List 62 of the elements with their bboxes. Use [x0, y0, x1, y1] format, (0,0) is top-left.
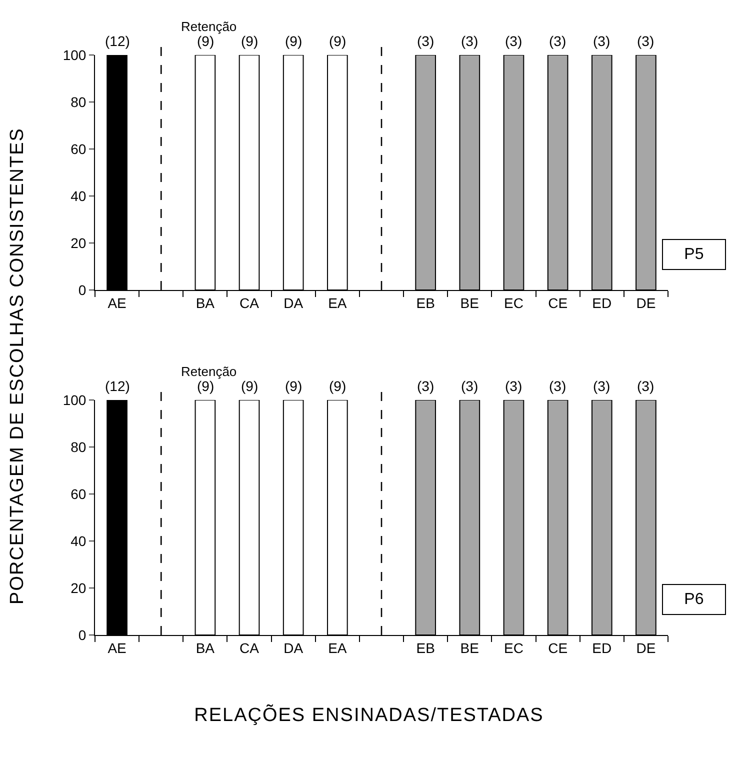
x-tick-label: DE [636, 640, 656, 656]
y-tick-label: 100 [62, 392, 86, 408]
annotation: (9) [197, 378, 214, 394]
annotation: (3) [549, 33, 566, 49]
x-tick-label: AE [108, 294, 126, 311]
text: P5 [684, 246, 704, 263]
y-tick-label: 40 [70, 188, 86, 204]
annotation: (3) [505, 378, 522, 394]
x-tick-label: CA [240, 294, 260, 311]
x-tick-label: EB [416, 294, 435, 311]
x-tick-label: CE [548, 640, 568, 656]
x-tick-label: ED [592, 294, 612, 311]
annotation: (3) [461, 33, 478, 49]
x-tick-label: AE [108, 640, 126, 656]
x-tick-label: CE [548, 294, 568, 311]
y-tick-label: 20 [70, 580, 86, 596]
annotation: (9) [241, 378, 258, 394]
annotation: (3) [417, 378, 434, 394]
x-tick-label: BE [460, 294, 479, 311]
x-tick-label: BE [460, 640, 479, 656]
annotation: (3) [505, 33, 522, 49]
annotation: (3) [637, 33, 654, 49]
annotation: (3) [461, 378, 478, 394]
x-tick-label: DA [284, 294, 304, 311]
annotation: (9) [329, 378, 346, 394]
y-tick-label: 80 [70, 94, 86, 110]
annotation: (12) [105, 33, 130, 49]
x-tick-label: EA [328, 640, 348, 656]
annotation: (9) [241, 33, 258, 49]
annotation: (3) [549, 378, 566, 394]
annotation: (12) [105, 378, 130, 394]
x-tick-label: BA [196, 640, 216, 656]
annotation: (3) [417, 33, 434, 49]
text: Retenção [181, 19, 237, 34]
annotation: (9) [285, 378, 302, 394]
x-tick-label: ED [592, 640, 612, 656]
annotation: (3) [593, 378, 610, 394]
x-tick-label: DA [284, 640, 304, 656]
x-tick-label: DE [636, 294, 656, 311]
y-tick-label: 0 [78, 626, 86, 643]
annotation: (9) [329, 33, 346, 49]
x-tick-label: EB [416, 640, 435, 656]
y-tick-label: 40 [70, 532, 86, 549]
y-tick-label: 60 [70, 486, 86, 502]
y-tick-label: 100 [62, 46, 86, 63]
y-tick-label: 20 [70, 234, 86, 251]
annotation: (3) [637, 378, 654, 394]
annotation: (3) [593, 33, 610, 49]
x-tick-label: BA [196, 294, 216, 311]
text: P6 [684, 591, 704, 608]
x-tick-label: EC [504, 294, 524, 311]
annotation: (9) [197, 33, 214, 49]
x-tick-label: CA [240, 640, 260, 656]
x-axis-title: RELAÇÕES ENSINADAS/TESTADAS [193, 705, 545, 727]
x-tick-label: EC [504, 640, 524, 656]
y-axis-title: PORCENTAGEM DE ESCOLHAS CONSISTENTES [7, 126, 29, 606]
text: Retenção [181, 364, 237, 379]
y-tick-label: 60 [70, 140, 86, 157]
x-tick-label: EA [328, 294, 348, 311]
annotation: (9) [285, 33, 302, 49]
y-tick-label: 0 [78, 282, 86, 298]
y-tick-label: 80 [70, 438, 86, 455]
